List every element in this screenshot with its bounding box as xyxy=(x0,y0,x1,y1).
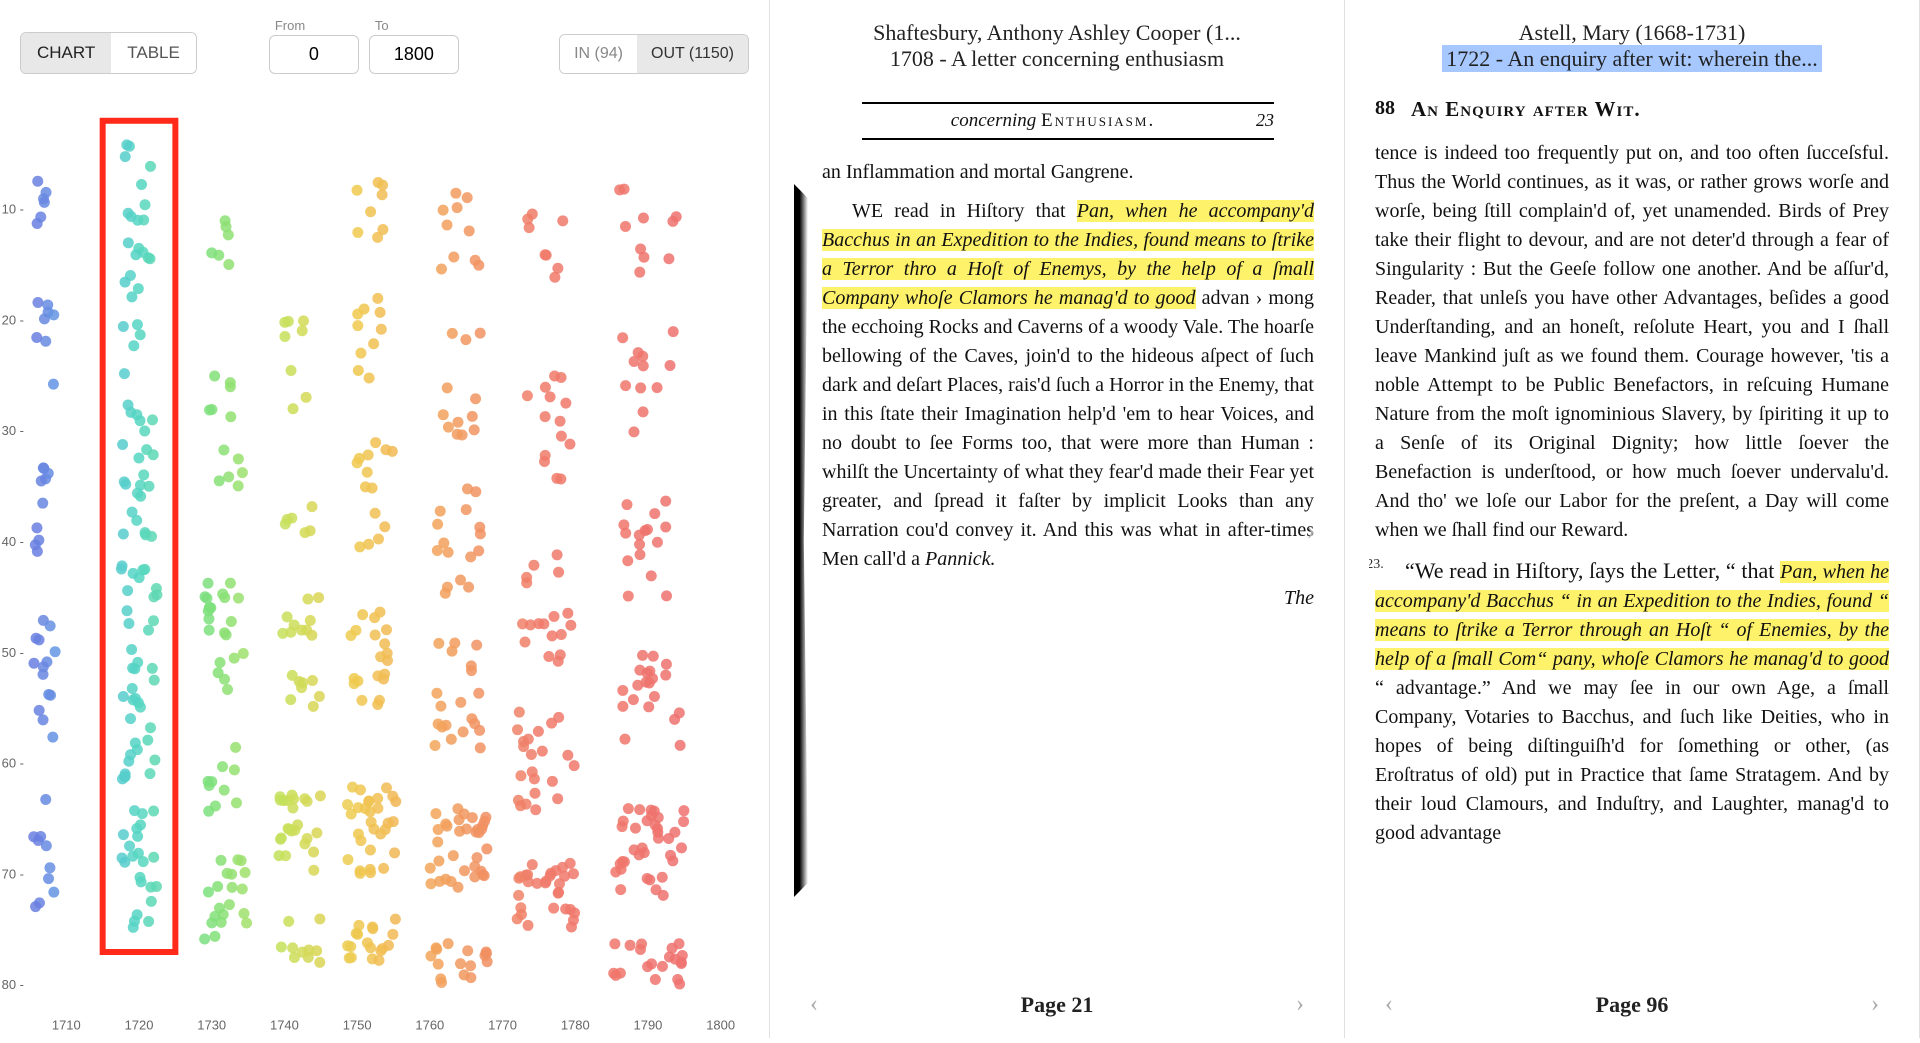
target-doc-footer: ‹ Page 96 › xyxy=(1369,977,1895,1028)
source-doc-footer: ‹ Page 21 › xyxy=(794,977,1320,1028)
margin-note: P. 23. xyxy=(1369,555,1384,575)
target-doc-body: 88 An Enquiry after Wit. tence is indeed… xyxy=(1369,84,1895,977)
to-input[interactable] xyxy=(369,35,459,74)
mid-page-next-icon[interactable]: › xyxy=(1296,511,1320,551)
svg-text:1750: 1750 xyxy=(343,1017,372,1032)
from-input[interactable] xyxy=(269,35,359,74)
target-prev-page-icon[interactable]: ‹ xyxy=(1375,987,1403,1022)
target-para-1: tence is indeed too frequently put on, a… xyxy=(1375,139,1889,545)
target-doc-header: Astell, Mary (1668-1731) 1722 - An enqui… xyxy=(1369,20,1895,72)
catchword: The xyxy=(822,584,1314,613)
source-document-panel: Shaftesbury, Anthony Ashley Cooper (1...… xyxy=(770,0,1345,1038)
svg-text:40 -: 40 - xyxy=(2,534,24,549)
target-next-page-icon[interactable]: › xyxy=(1861,987,1889,1022)
svg-text:60 -: 60 - xyxy=(2,756,24,771)
next-page-icon[interactable]: › xyxy=(1286,987,1314,1022)
target-para-2: “We read in Hiſtory, ſays the Letter, “ … xyxy=(1375,555,1889,848)
running-head: concerning Enthusiasm. 23 xyxy=(862,102,1274,140)
prev-page-icon[interactable]: ‹ xyxy=(800,987,828,1022)
svg-text:1740: 1740 xyxy=(270,1017,299,1032)
svg-text:1720: 1720 xyxy=(125,1017,154,1032)
printed-page-number: 88 xyxy=(1375,94,1395,123)
chart-panel: CHART TABLE From To IN (94) OUT (1150) 1… xyxy=(0,0,770,1038)
year-range: From To xyxy=(269,18,459,74)
target-page-label: Page 96 xyxy=(1596,992,1669,1018)
svg-text:70 -: 70 - xyxy=(2,866,24,881)
svg-text:1730: 1730 xyxy=(197,1017,226,1032)
svg-text:30 -: 30 - xyxy=(2,423,24,438)
source-doc-body: › concerning Enthusiasm. 23 an Inflammat… xyxy=(794,84,1320,977)
target-running-head: An Enquiry after Wit. xyxy=(1411,97,1641,121)
svg-text:80 -: 80 - xyxy=(2,977,24,992)
scatter-chart[interactable]: 10 - 20 - 30 - 40 - 50 - 60 - 70 - 80 - 1710 1720… xyxy=(0,90,769,1038)
chart-tab-button[interactable]: CHART xyxy=(21,33,111,73)
source-doc-header: Shaftesbury, Anthony Ashley Cooper (1...… xyxy=(794,20,1320,72)
source-title: 1708 - A letter concerning enthusiasm xyxy=(794,46,1320,72)
from-label: From xyxy=(269,18,359,33)
svg-text:1800: 1800 xyxy=(706,1017,735,1032)
to-label: To xyxy=(369,18,459,33)
out-filter-button[interactable]: OUT (1150) xyxy=(637,35,748,73)
table-tab-button[interactable]: TABLE xyxy=(111,33,196,73)
target-document-panel: Astell, Mary (1668-1731) 1722 - An enqui… xyxy=(1345,0,1920,1038)
target-title: 1722 - An enquiry after wit: wherein the… xyxy=(1442,45,1821,72)
source-page-label: Page 21 xyxy=(1021,992,1094,1018)
target-author: Astell, Mary (1668-1731) xyxy=(1369,20,1895,46)
in-out-toggle: IN (94) OUT (1150) xyxy=(559,34,749,74)
svg-text:1790: 1790 xyxy=(634,1017,663,1032)
svg-text:1760: 1760 xyxy=(415,1017,444,1032)
view-toggle: CHART TABLE xyxy=(20,32,197,74)
svg-text:20 -: 20 - xyxy=(2,312,24,327)
svg-text:1770: 1770 xyxy=(488,1017,517,1032)
svg-text:10 -: 10 - xyxy=(2,201,24,216)
source-main-para: WE read in Hiſtory that Pan, when he acc… xyxy=(822,197,1314,574)
svg-text:50 -: 50 - xyxy=(2,645,24,660)
fragment-top: an Inflammation and mortal Gan­grene. xyxy=(822,158,1314,187)
in-filter-button[interactable]: IN (94) xyxy=(560,35,637,73)
svg-text:1710: 1710 xyxy=(52,1017,81,1032)
svg-text:1780: 1780 xyxy=(561,1017,590,1032)
chart-toolbar: CHART TABLE From To IN (94) OUT (1150) xyxy=(0,0,769,84)
source-author: Shaftesbury, Anthony Ashley Cooper (1... xyxy=(794,20,1320,46)
